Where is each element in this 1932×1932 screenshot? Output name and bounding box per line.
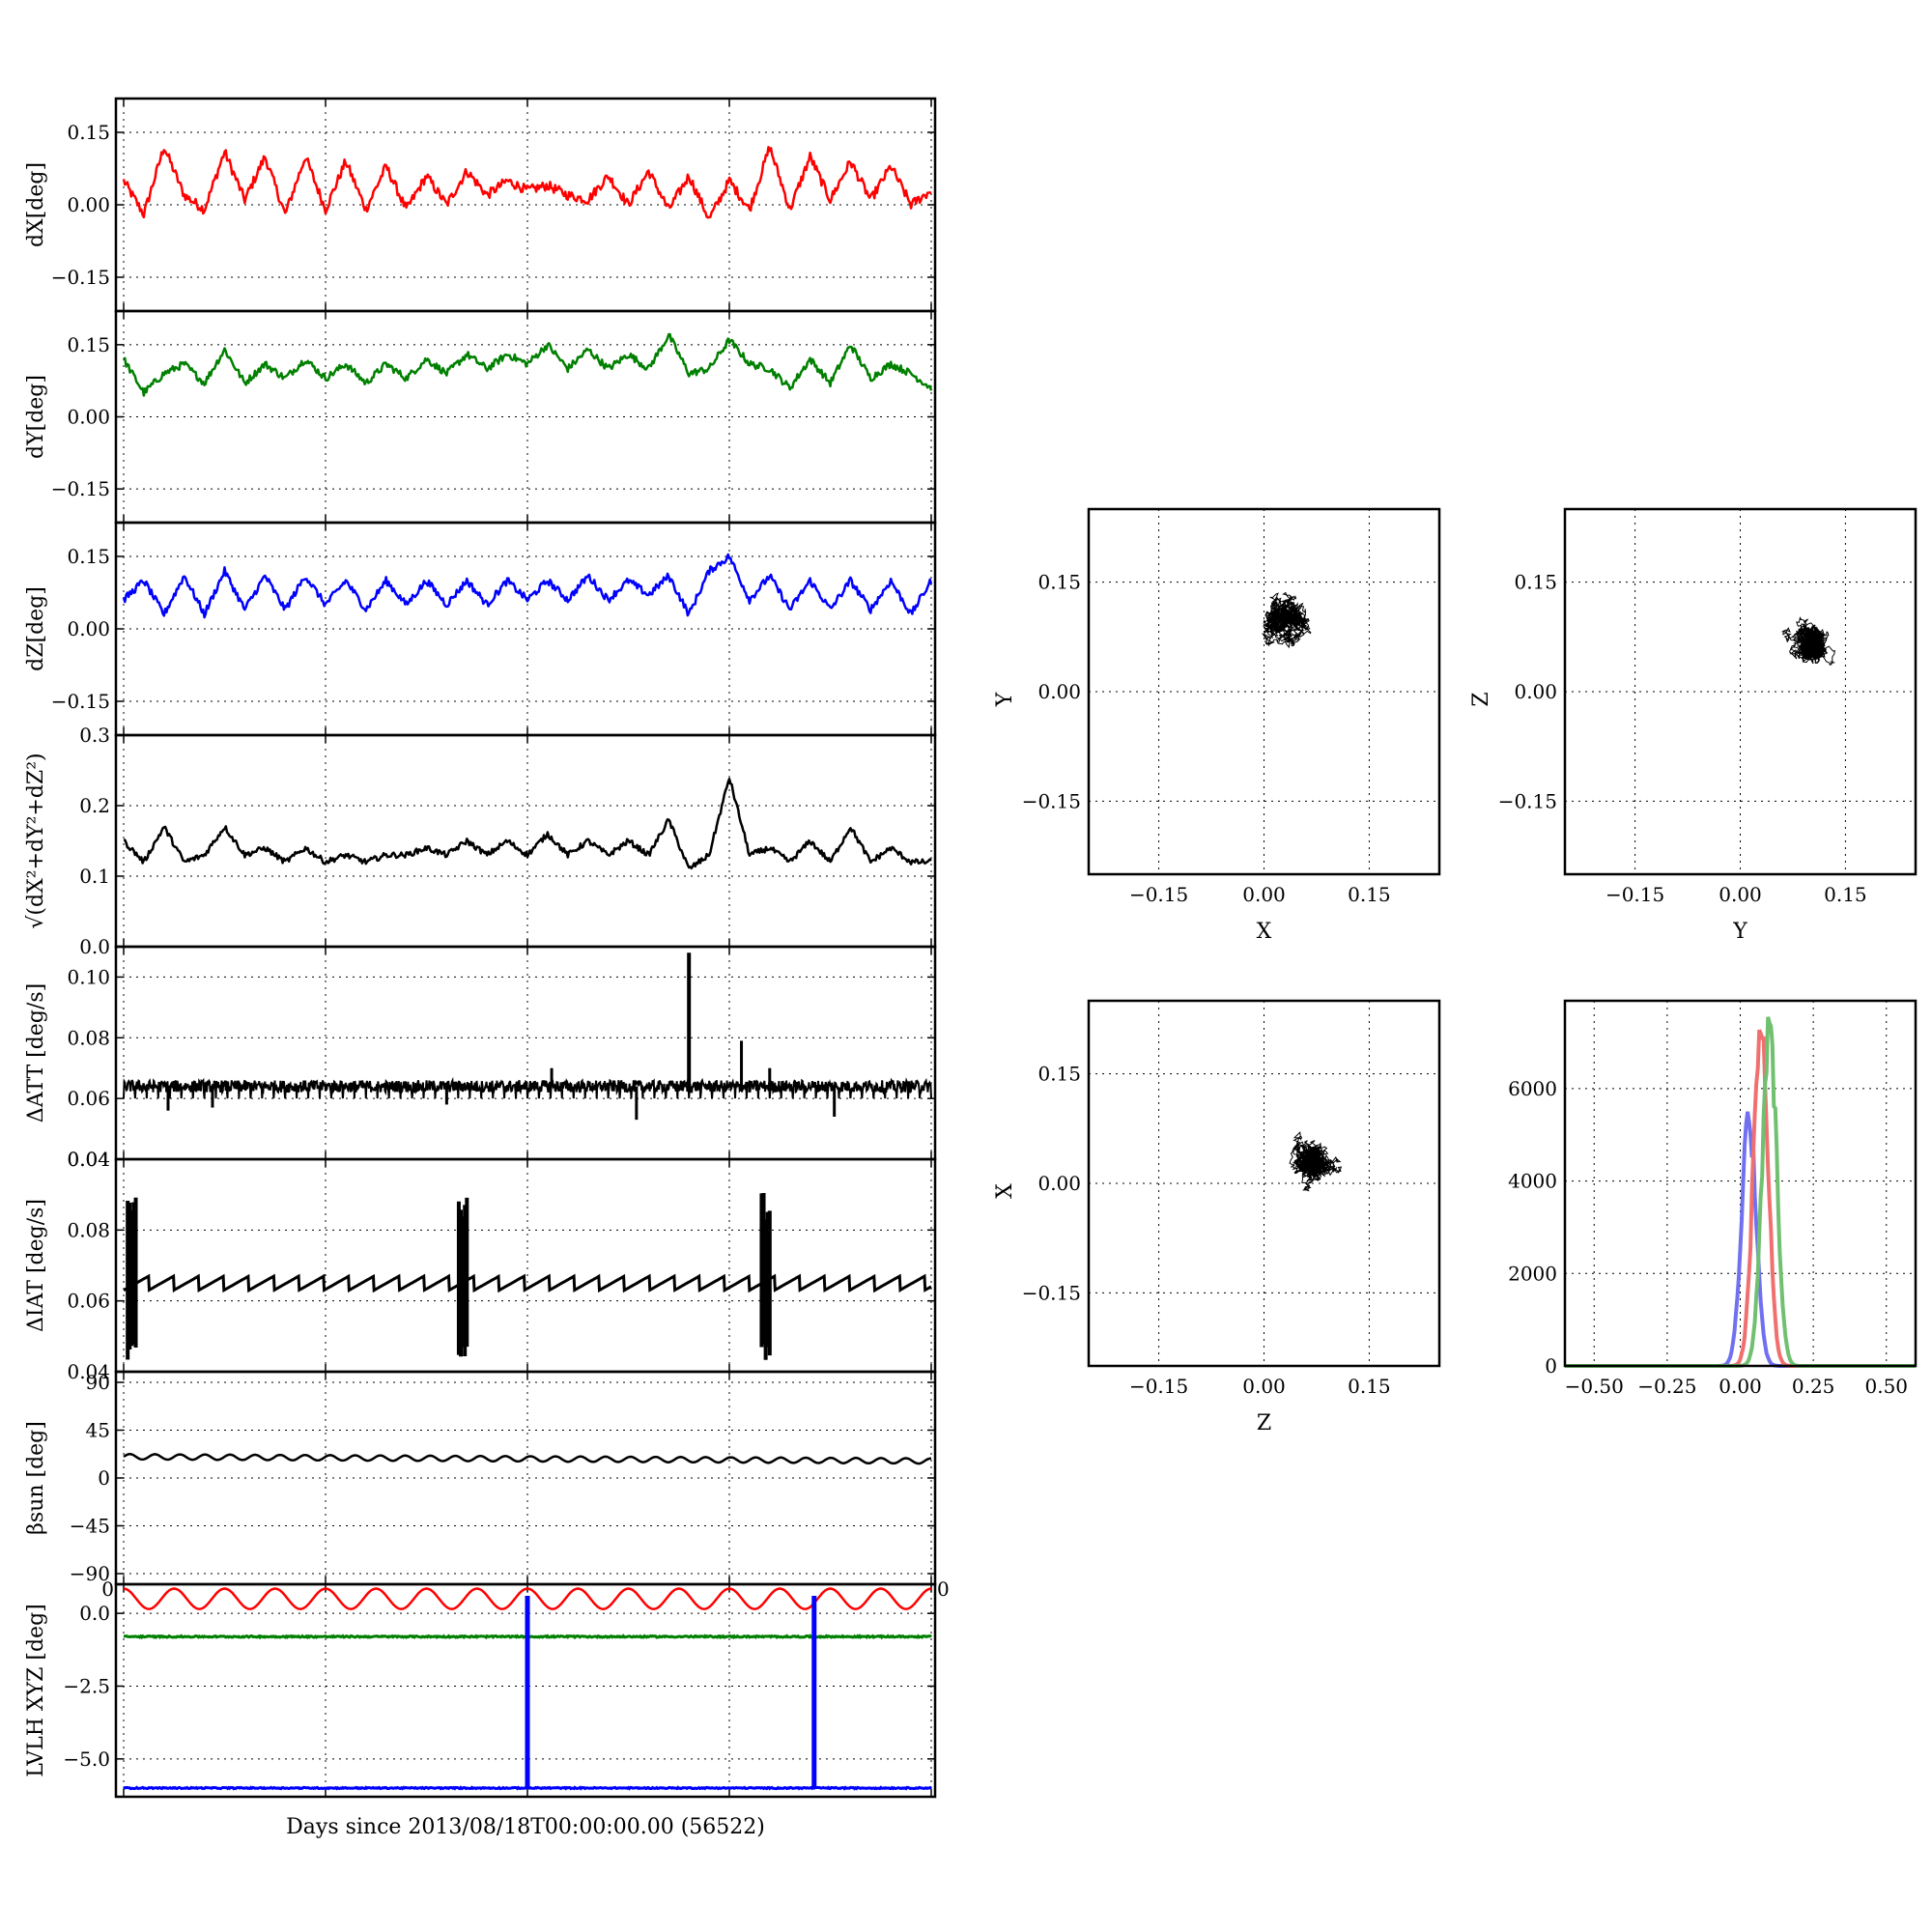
y-tick-label: 0.08 [67, 1026, 110, 1049]
trajectory [1261, 591, 1312, 649]
y-tick-label: 0.00 [67, 193, 110, 216]
x-tick-label: 0.15 [1824, 883, 1867, 906]
y-axis-label: βsun [deg] [24, 1421, 48, 1535]
y-tick-label: −0.15 [1498, 789, 1557, 812]
x-tick-label: −0.15 [1129, 1375, 1188, 1398]
y-tick-label: 0.06 [67, 1087, 110, 1110]
y-tick-label: 90 [86, 1371, 110, 1394]
x-tick-label: 0.00 [1242, 1375, 1286, 1398]
panel-frame [114, 1157, 937, 1374]
x-axis-label: Y [1732, 920, 1747, 944]
trajectory [1780, 616, 1836, 667]
y-tick-label: −0.15 [51, 477, 110, 500]
series-line [123, 332, 933, 397]
y-tick-label: 0.00 [1514, 680, 1557, 703]
panel-frame [114, 733, 937, 949]
x-tick-label: 0.00 [1719, 883, 1762, 906]
panel-frame [114, 945, 937, 1161]
y-tick-label: 0 [101, 1577, 114, 1601]
x-tick-label: 0.15 [1348, 1375, 1391, 1398]
y-tick-label: 0.3 [79, 724, 110, 747]
y-tick-label: 0.0 [79, 935, 110, 958]
series-line [123, 1587, 932, 1610]
x-tick-label: −0.25 [1637, 1375, 1696, 1398]
y-tick-label: 0.00 [1037, 1172, 1081, 1195]
y-tick-label: 0.15 [67, 333, 110, 356]
y-axis-label: LVLH XYZ [deg] [24, 1604, 48, 1777]
y-tick-label: −2.5 [63, 1674, 110, 1697]
panel-frame [114, 1582, 937, 1799]
y-tick-label: 45 [86, 1419, 110, 1442]
y-axis-label: dY[deg] [24, 375, 48, 459]
y-tick-label: 0 [937, 1577, 950, 1601]
y-tick-label: −0.15 [51, 690, 110, 713]
x-axis-label: Z [1257, 1411, 1271, 1435]
y-tick-label: −45 [70, 1515, 110, 1538]
y-axis-label: √(dX²+dY²+dZ²) [24, 753, 48, 928]
y-axis-label: ΔIAT [deg/s] [24, 1199, 48, 1332]
y-tick-label: 0.15 [1514, 571, 1557, 594]
y-tick-label: −0.15 [1022, 1281, 1081, 1304]
y-axis-label: dX[deg] [24, 162, 48, 247]
histogram-frame [1563, 999, 1918, 1368]
y-tick-label: 0.04 [67, 1148, 110, 1171]
series-line [122, 146, 932, 219]
series-line [123, 1273, 932, 1293]
trajectory [1289, 1131, 1343, 1192]
y-tick-label: 0.06 [67, 1290, 110, 1313]
y-axis-label: X [993, 1183, 1017, 1199]
y-tick-label: 6000 [1508, 1077, 1557, 1100]
y-tick-label: 0.15 [67, 545, 110, 568]
y-tick-label: 0.00 [67, 406, 110, 429]
y-tick-label: 0.00 [67, 617, 110, 640]
series-line [123, 778, 932, 870]
y-axis-label: dZ[deg] [24, 586, 48, 671]
x-tick-label: 0.50 [1864, 1375, 1908, 1398]
y-tick-label: 0 [1545, 1354, 1557, 1378]
y-tick-label: 0.04 [67, 1360, 110, 1383]
x-tick-label: 0.00 [1242, 883, 1286, 906]
x-tick-label: −0.15 [1605, 883, 1664, 906]
y-tick-label: 0.10 [67, 965, 110, 988]
series-line [122, 553, 933, 619]
y-tick-label: 0.0 [79, 1602, 110, 1625]
x-tick-label: 0.00 [1719, 1375, 1762, 1398]
y-tick-label: 0.1 [79, 865, 110, 888]
y-tick-label: 0.2 [79, 794, 110, 817]
y-tick-label: 0.08 [67, 1218, 110, 1241]
y-axis-label: ΔATT [deg/s] [24, 983, 48, 1122]
y-tick-label: 0.15 [67, 121, 110, 144]
y-tick-label: −0.15 [51, 266, 110, 289]
y-axis-label: Z [1469, 692, 1493, 706]
y-tick-label: 0.00 [1037, 680, 1081, 703]
scatter-frame [1087, 999, 1441, 1368]
scatter-frame [1087, 507, 1441, 876]
x-tick-label: 0.25 [1792, 1375, 1835, 1398]
y-axis-label: Y [993, 692, 1017, 707]
y-tick-label: 0.15 [1037, 571, 1081, 594]
x-tick-label: 0.15 [1348, 883, 1391, 906]
series-line [123, 1453, 932, 1465]
y-tick-label: 0.15 [1037, 1063, 1081, 1086]
x-axis-label: Days since 2013/08/18T00:00:00.00 (56522… [286, 1815, 765, 1839]
y-tick-label: −90 [70, 1562, 110, 1585]
y-tick-label: −5.0 [63, 1747, 110, 1771]
y-tick-label: 0.04 [67, 1148, 110, 1171]
series-line [123, 1076, 932, 1099]
x-axis-label: X [1257, 920, 1272, 944]
x-tick-label: −0.15 [1129, 883, 1188, 906]
y-tick-label: 2000 [1508, 1262, 1557, 1285]
x-tick-label: −0.50 [1565, 1375, 1624, 1398]
y-tick-label: −0.15 [1022, 789, 1081, 812]
y-tick-label: 4000 [1508, 1170, 1557, 1193]
scatter-frame [1563, 507, 1918, 876]
y-tick-label: 0 [98, 1466, 110, 1490]
